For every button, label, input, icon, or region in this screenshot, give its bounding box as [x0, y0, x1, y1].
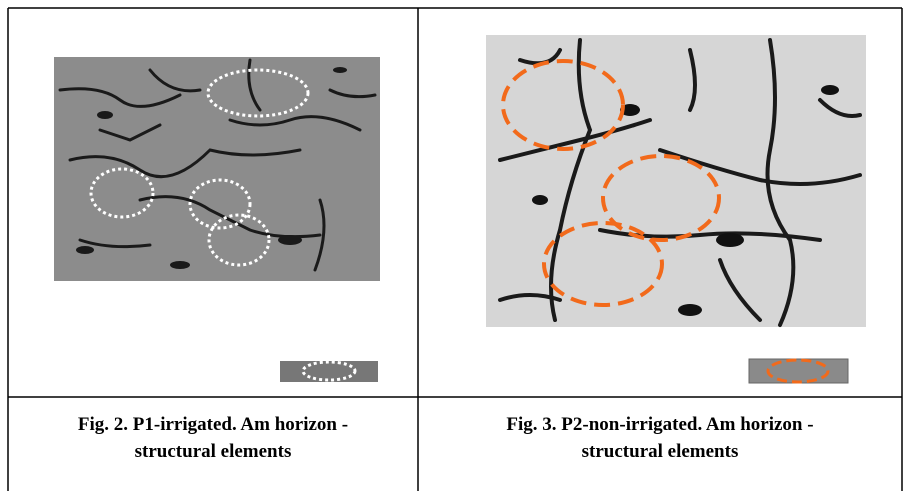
caption-line: structural elements	[135, 441, 292, 462]
shape	[333, 67, 347, 73]
micrograph-left	[54, 57, 380, 281]
legend-right	[749, 359, 848, 383]
shape	[821, 85, 839, 95]
legend-left	[280, 361, 378, 382]
shape	[97, 111, 113, 119]
page: {"figures": [ {"caption": ["Fig. 2. P1-i…	[0, 0, 910, 491]
caption-line: Fig. 3. P2-non-irrigated. Am horizon -	[506, 414, 813, 435]
caption-line: Fig. 2. P1-irrigated. Am horizon -	[78, 414, 348, 435]
shape	[678, 304, 702, 316]
figure-table: Fig. 2. P1-irrigated. Am horizon - struc…	[0, 0, 910, 491]
caption-line: structural elements	[582, 441, 739, 462]
shape	[486, 35, 866, 327]
shape	[170, 261, 190, 269]
shape	[749, 359, 848, 383]
shape	[280, 361, 378, 382]
shape	[716, 233, 744, 247]
shape	[278, 235, 302, 245]
micrograph-right	[486, 35, 866, 327]
shape	[532, 195, 548, 205]
shape	[76, 246, 94, 254]
